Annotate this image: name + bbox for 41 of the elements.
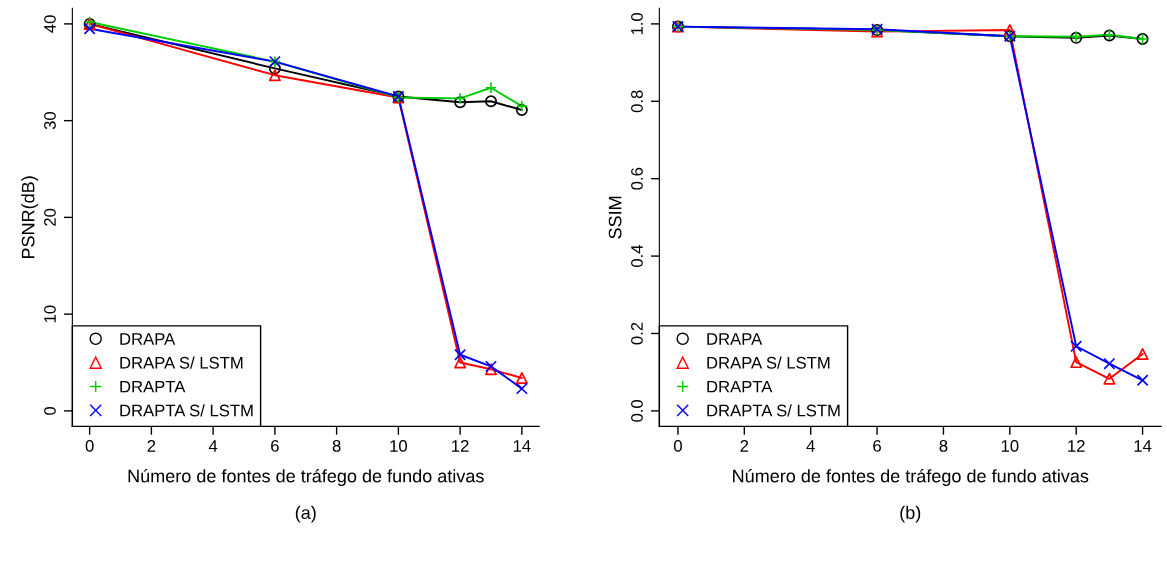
x-tick-label: 4	[806, 440, 815, 452]
legend-label: DRAPA S/ LSTM	[120, 356, 243, 369]
y-tick-label: 10	[44, 305, 56, 323]
x-tick-label: 4	[208, 440, 218, 452]
y-tick-label: 40	[44, 15, 56, 33]
x-tick-label: 14	[1134, 440, 1152, 452]
y-tick-label: 20	[44, 208, 56, 226]
legend-label: DRAPTA S/ LSTM	[707, 404, 840, 417]
x-tick-label: 14	[513, 440, 531, 452]
x-tick-label: 10	[1001, 439, 1019, 452]
x-tick-label: 0	[85, 439, 94, 452]
y-tick-label: 0	[44, 406, 56, 415]
y-tick-label: 0.8	[631, 90, 643, 113]
y-tick-label: 0.0	[631, 399, 643, 422]
y-tick-label: 1.0	[631, 12, 643, 35]
text: (b)	[900, 505, 921, 523]
x-tick-label: 8	[939, 439, 948, 452]
legend-label: DRAPA	[707, 333, 763, 345]
y-tick-label: 0.4	[631, 244, 643, 268]
x-tick-label: 2	[740, 439, 749, 452]
x-axis-title: Número de fontes de tráfego de fundo ativas	[733, 468, 1089, 487]
y-axis-title: SSIM	[608, 196, 622, 239]
legend-label: DRAPTA S/ LSTM	[120, 404, 253, 417]
legend-label: DRAPA	[120, 333, 176, 345]
x-tick-label: 8	[332, 439, 341, 452]
text: (a)	[295, 505, 316, 523]
x-tick-label: 6	[271, 439, 279, 452]
y-tick-label: 0.2	[631, 322, 643, 345]
x-axis-title: Número de fontes de tráfego de fundo ativas	[128, 468, 484, 487]
x-tick-label: 6	[873, 439, 881, 452]
y-tick-label: 0.6	[631, 167, 643, 190]
x-tick-label: 10	[390, 439, 407, 452]
legend-label: DRAPTA	[707, 380, 773, 393]
y-tick-label: 30	[44, 112, 56, 130]
legend-label: DRAPA S/ LSTM	[707, 356, 830, 369]
x-tick-label: 0	[673, 439, 682, 452]
x-tick-label: 2	[147, 439, 156, 452]
legend-label: DRAPTA	[120, 380, 186, 393]
y-axis-title: PSNR(dB)	[21, 176, 39, 259]
x-tick-label: 12	[452, 439, 469, 452]
x-tick-label: 12	[1068, 439, 1085, 452]
